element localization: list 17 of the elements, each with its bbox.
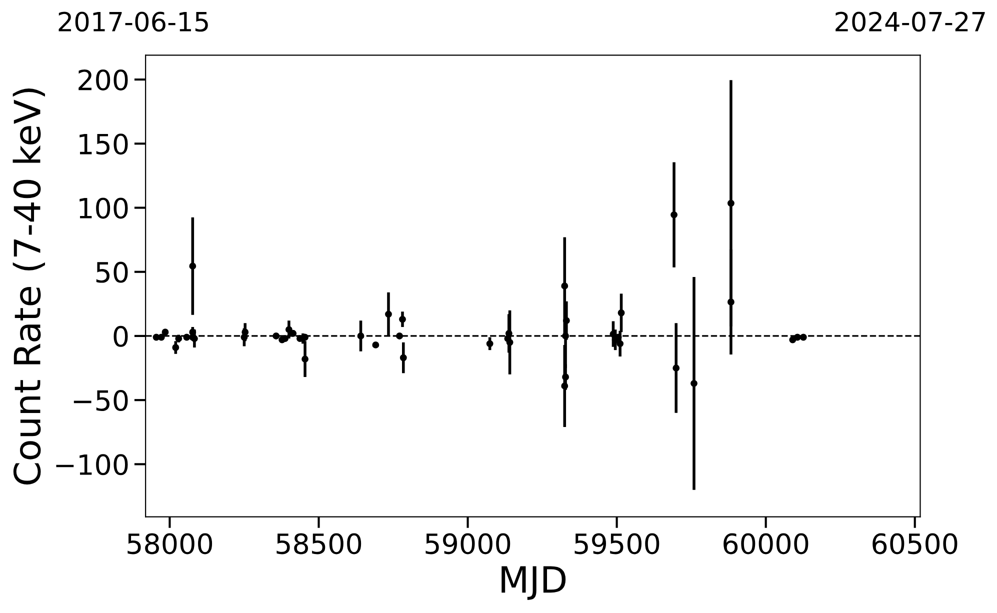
y-tick-label: −100 xyxy=(56,454,128,476)
y-tick-label: −50 xyxy=(74,390,128,412)
x-tick-label: 58000 xyxy=(128,533,212,554)
y-tick-label: 0 xyxy=(114,326,128,347)
y-tick-label: 50 xyxy=(96,262,128,283)
x-axis-title: MJD xyxy=(502,566,566,600)
x-tick-label: 58500 xyxy=(276,533,362,554)
x-tick-label: 59500 xyxy=(574,533,660,554)
y-tick-label: 100 xyxy=(80,198,128,219)
text: 2017-06-15 xyxy=(58,12,208,32)
y-tick-label: 150 xyxy=(80,134,128,155)
y-tick-label: 200 xyxy=(78,69,128,90)
x-tick-label: 59000 xyxy=(426,533,510,554)
x-tick-label: 60000 xyxy=(724,533,808,554)
y-axis-title: Count Rate (7-40 keV) xyxy=(12,88,45,484)
text: 2024-07-27 xyxy=(836,12,985,32)
x-tick-label: 60500 xyxy=(872,533,958,554)
